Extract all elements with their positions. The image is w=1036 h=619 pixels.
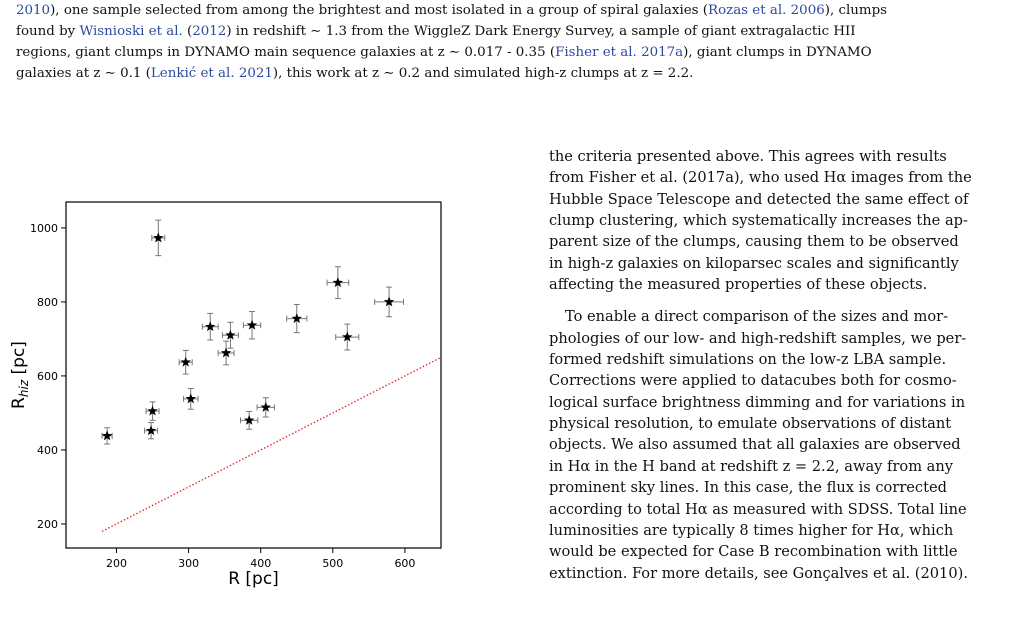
text-line: in high-z galaxies on kiloparsec scales … (549, 254, 959, 272)
y-axis-label: Rhiz [pc] (9, 341, 31, 409)
citation-link[interactable]: 2010 (16, 3, 51, 18)
reference-line-group (101, 356, 442, 532)
text-line: Hubble Space Telescope and detected the … (549, 190, 969, 208)
star-marker (332, 277, 344, 288)
y-axis: 200 400 600 800 1000 (30, 222, 66, 531)
text-line: formed redshift simulations on the low-z… (549, 351, 947, 369)
star-marker (180, 356, 191, 367)
data-point (151, 219, 166, 257)
text-line: from Fisher et al. (2017a), who used Hα … (549, 169, 972, 187)
text-line: logical surface brightness dimming and f… (549, 393, 966, 411)
star-marker (153, 232, 164, 243)
x-tick-label: 600 (394, 557, 415, 570)
text-line: Corrections were applied to datacubes bo… (549, 372, 957, 390)
caption-line-2: found by Wisnioski et al. (2012) in reds… (16, 24, 856, 39)
x-tick-label: 300 (178, 557, 199, 570)
y-tick-label: 600 (37, 370, 58, 383)
caption-line-4: galaxies at z ∼ 0.1 (Lenkić et al. 2021)… (16, 66, 694, 81)
citation-link[interactable]: Rozas et al. 2006 (708, 3, 825, 18)
figure-caption: 2010), one sample selected from among th… (16, 0, 1022, 84)
data-point (374, 286, 404, 318)
text-line: clump clustering, which systematically i… (549, 212, 968, 230)
text-line: To enable a direct comparison of the siz… (565, 308, 949, 326)
text-line: physical resolution, to emulate observat… (549, 415, 952, 433)
citation-link[interactable]: 2012 (192, 24, 227, 39)
y-tick-label: 1000 (30, 222, 58, 235)
data-point (335, 323, 360, 351)
data-point (183, 388, 199, 410)
text-line: the criteria presented above. This agree… (549, 148, 947, 165)
text-line: according to total Hα as measured with S… (549, 500, 967, 518)
x-tick-label: 400 (250, 557, 271, 570)
text-line: luminosities are typically 8 times highe… (549, 521, 954, 539)
star-marker (243, 414, 255, 425)
text-line: parent size of the clumps, causing them … (549, 233, 959, 251)
data-point (101, 427, 113, 445)
data-point (217, 340, 235, 366)
y-tick-label: 800 (37, 296, 58, 309)
star-marker (205, 321, 216, 332)
star-marker (145, 425, 157, 436)
citation-link[interactable]: Fisher et al. 2017a (555, 45, 684, 60)
text-line: phologies of our low- and high-redshift … (549, 329, 967, 347)
one-to-one-line (101, 356, 442, 532)
data-point (242, 311, 262, 340)
star-marker (101, 430, 113, 441)
text-line: extinction. For more details, see Gonçal… (549, 564, 968, 582)
star-marker (383, 296, 395, 307)
data-point (286, 304, 308, 334)
y-tick-label: 400 (37, 444, 58, 457)
star-marker (342, 331, 353, 342)
x-tick-label: 500 (322, 557, 343, 570)
text-line: would be expected for Case B recombinati… (549, 543, 958, 561)
star-marker (220, 347, 232, 358)
star-marker (246, 319, 258, 330)
star-marker (260, 401, 271, 412)
citation-link[interactable]: Lenkić et al. 2021 (150, 66, 273, 81)
x-tick-label: 200 (106, 557, 127, 570)
star-marker (291, 313, 302, 324)
data-point (201, 312, 219, 341)
x-axis: 200 300 400 500 600 (106, 548, 415, 570)
text-line: prominent sky lines. In this case, the f… (549, 479, 947, 497)
text-line: affecting the measured properties of the… (549, 276, 928, 294)
data-point (240, 410, 259, 430)
y-tick-label: 200 (37, 518, 58, 531)
caption-line-1: 2010), one sample selected from among th… (16, 3, 888, 18)
star-marker (185, 393, 196, 404)
text-line: in Hα in the H band at redshift z = 2.2,… (549, 457, 954, 475)
star-marker (147, 405, 158, 416)
x-axis-label: R [pc] (228, 569, 279, 589)
data-point (178, 349, 193, 375)
data-points (101, 219, 404, 445)
data-point (145, 401, 160, 421)
plot-frame (65, 201, 442, 549)
citation-link[interactable]: Wisnioski et al. (79, 24, 183, 39)
data-point (221, 321, 239, 349)
data-point (144, 422, 159, 440)
star-marker (225, 329, 236, 340)
body-text-column: the criteria presented above. This agree… (549, 146, 1023, 584)
data-point (256, 397, 275, 418)
text-line: objects. We also assumed that all galaxi… (549, 436, 961, 454)
data-point (326, 266, 350, 300)
caption-line-3: regions, giant clumps in DYNAMO main seq… (16, 45, 872, 60)
